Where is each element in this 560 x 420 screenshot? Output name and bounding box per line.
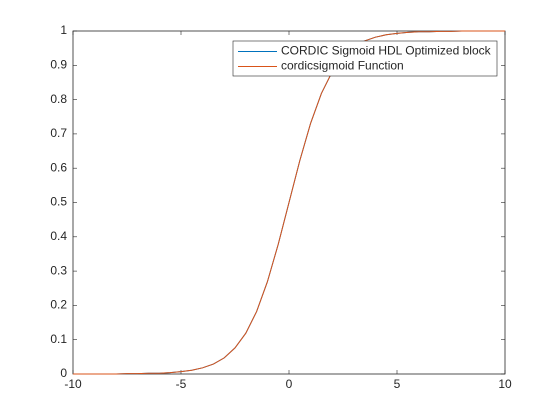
y-tick-label: 0.6	[50, 160, 67, 174]
y-tick-label: 0.3	[50, 263, 67, 277]
legend-label: CORDIC Sigmoid HDL Optimized block	[281, 44, 492, 58]
y-tick-label: 0.2	[50, 298, 67, 312]
y-tick-label: 0.9	[50, 57, 67, 71]
x-tick-label: 10	[498, 377, 512, 391]
y-tick-label: 0.4	[50, 229, 67, 243]
x-tick-label: -10	[64, 377, 82, 391]
y-tick-label: 0	[60, 366, 67, 380]
y-tick-label: 0.5	[50, 195, 67, 209]
y-tick-label: 0.8	[50, 92, 67, 106]
x-tick-label: 0	[286, 377, 293, 391]
series-line	[73, 30, 505, 375]
y-tick-label: 0.7	[50, 126, 67, 140]
y-tick-label: 0.1	[50, 332, 67, 346]
x-tick-label: -5	[176, 377, 187, 391]
legend-label: cordicsigmoid Function	[281, 59, 404, 73]
legend-box	[232, 40, 498, 77]
x-tick-label: 5	[394, 377, 401, 391]
y-tick-label: 1	[60, 23, 67, 37]
